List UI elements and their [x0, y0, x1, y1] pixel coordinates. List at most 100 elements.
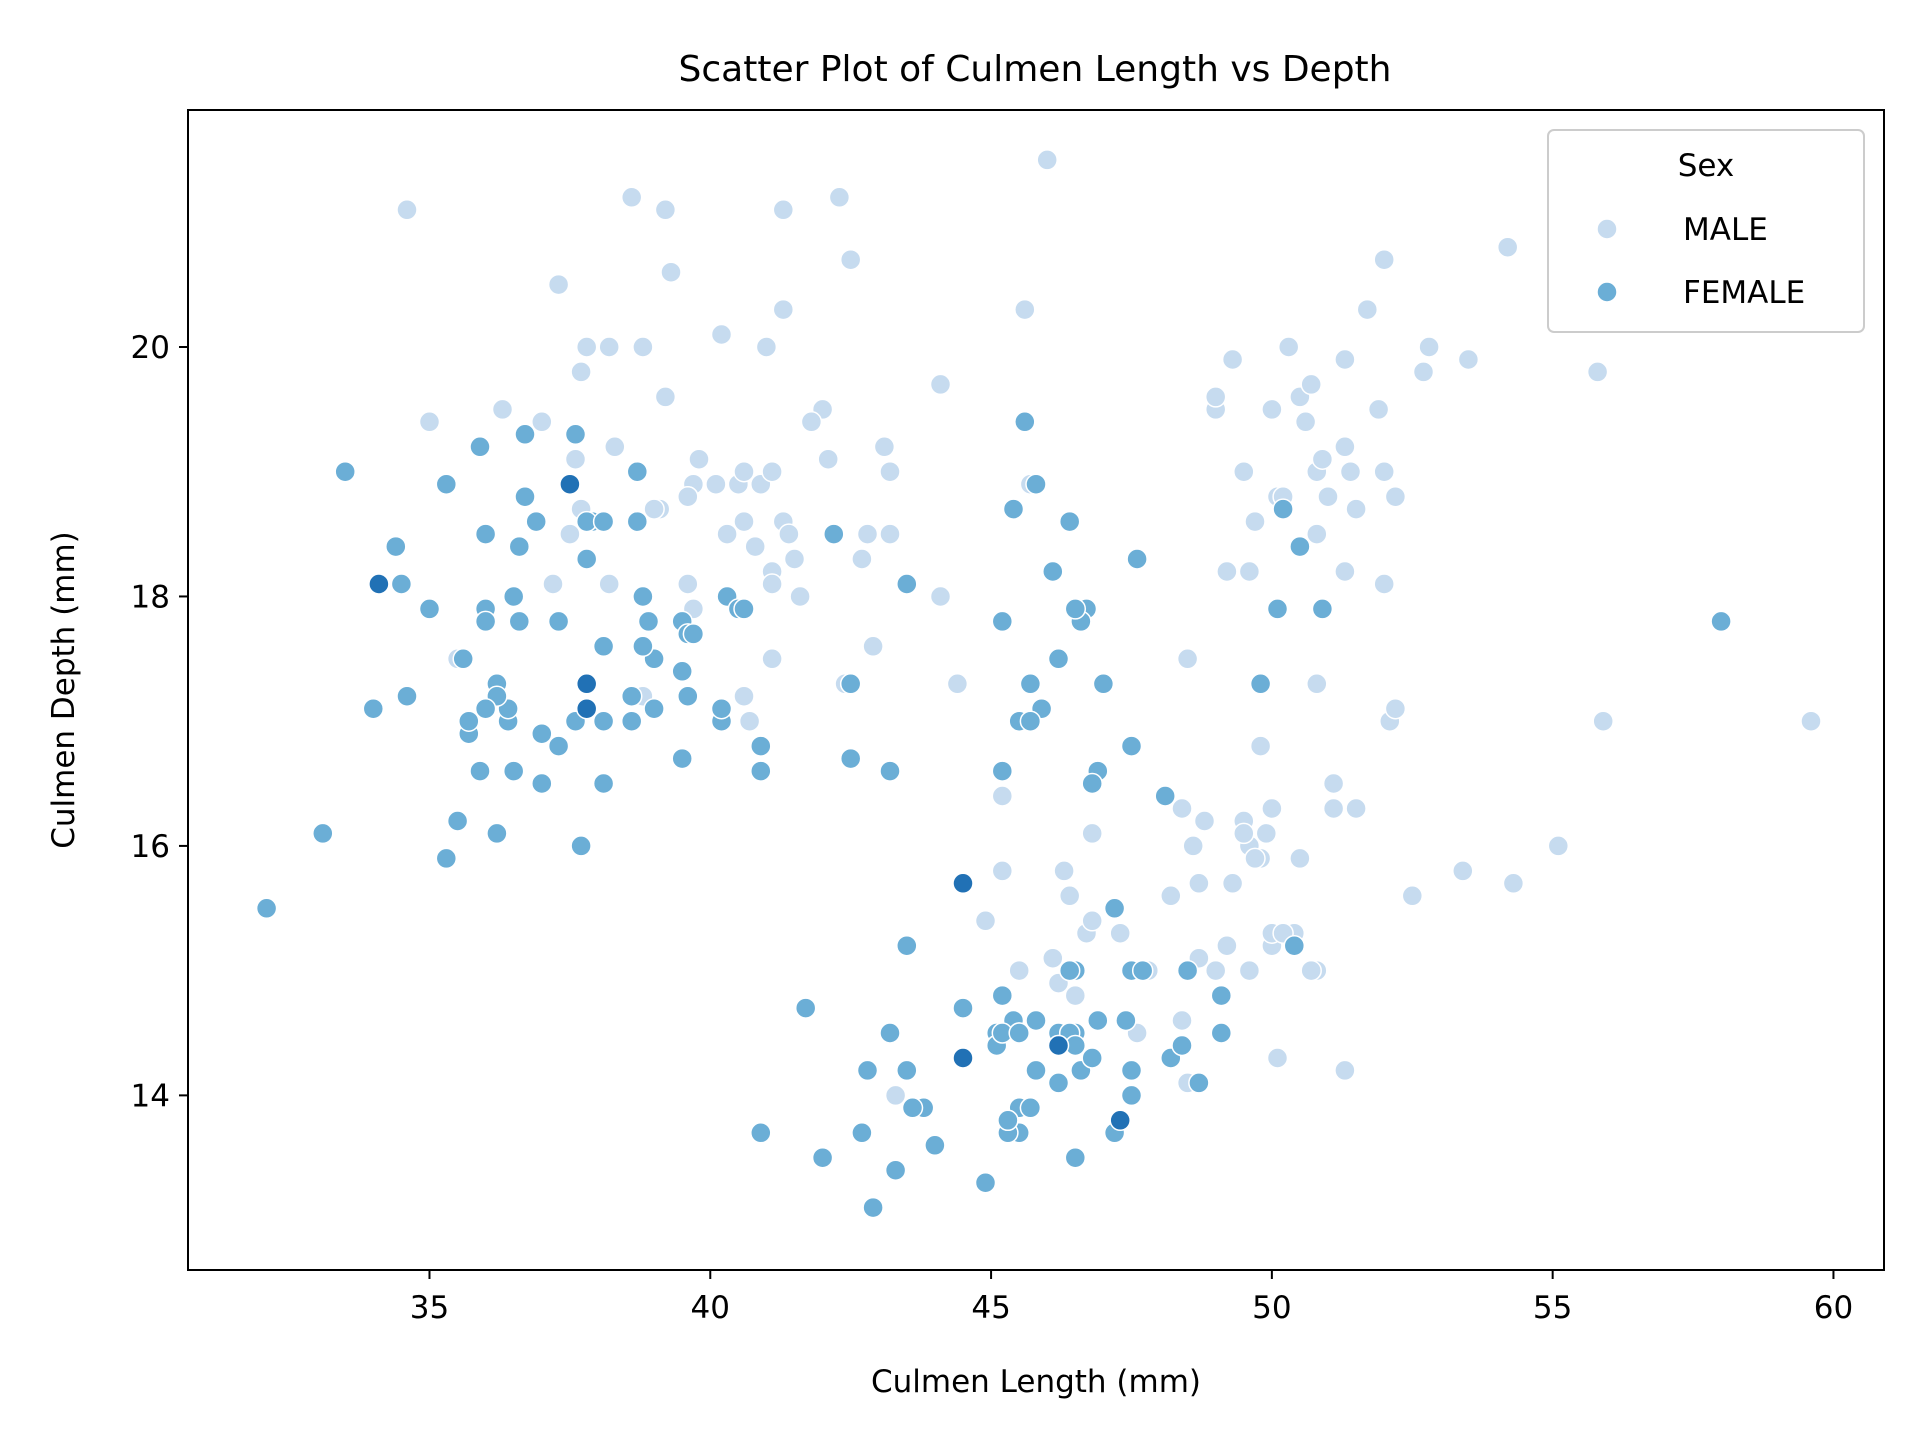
data-point: [632, 336, 654, 358]
data-point: [514, 485, 536, 508]
data-point: [1064, 598, 1087, 620]
data-point: [1002, 498, 1025, 520]
data-point: [1334, 348, 1356, 371]
data-point: [1367, 398, 1390, 421]
data-point: [1800, 710, 1822, 732]
data-point: [1373, 573, 1395, 595]
data-point: [1216, 560, 1238, 583]
x-axis: 35 40 45 50 55 60: [410, 1270, 1853, 1326]
data-point: [1008, 959, 1030, 982]
data-point: [396, 199, 418, 221]
data-point: [632, 635, 654, 658]
data-point: [1047, 648, 1070, 670]
data-point: [418, 598, 441, 620]
data-point: [559, 523, 581, 545]
data-point: [778, 523, 800, 545]
data-point: [772, 199, 795, 221]
data-point: [946, 673, 969, 695]
data-point: [1452, 860, 1474, 882]
data-point: [1238, 560, 1261, 583]
data-point: [738, 710, 761, 732]
data-point: [1221, 872, 1244, 895]
data-point: [1019, 673, 1042, 695]
data-point: [817, 448, 839, 470]
data-point: [592, 510, 615, 533]
data-point: [1266, 598, 1289, 620]
data-point: [1249, 673, 1272, 695]
data-point: [705, 473, 727, 495]
data-point: [1334, 560, 1356, 583]
data-point: [1412, 361, 1435, 383]
data-point: [1311, 448, 1334, 470]
y-axis: 14 16 18 20: [131, 330, 188, 1114]
data-point: [1176, 648, 1199, 670]
data-point: [1053, 860, 1075, 882]
data-point: [469, 436, 491, 458]
data-point: [974, 910, 997, 932]
data-point: [1109, 1109, 1131, 1132]
data-point: [1092, 673, 1115, 695]
data-point: [1221, 348, 1244, 371]
data-point: [952, 1047, 974, 1069]
data-point: [794, 997, 817, 1019]
y-tick-label: 18: [131, 579, 170, 615]
data-point: [502, 760, 525, 782]
data-point: [1042, 947, 1064, 969]
data-point: [1025, 473, 1047, 495]
data-point: [1373, 460, 1395, 483]
data-point: [570, 361, 592, 383]
data-point: [531, 722, 553, 745]
data-point: [547, 735, 570, 757]
data-point: [1710, 610, 1732, 633]
data-point: [1081, 822, 1103, 845]
data-point: [1418, 336, 1440, 358]
data-point: [783, 548, 806, 570]
data-point: [1087, 1009, 1109, 1032]
data-point: [682, 623, 705, 645]
data-point: [1502, 872, 1525, 895]
data-point: [828, 186, 851, 209]
data-point: [1131, 959, 1154, 982]
data-point: [710, 697, 733, 720]
data-point: [458, 710, 480, 732]
data-point: [1193, 810, 1216, 832]
data-point: [862, 635, 884, 658]
plot-area-frame: [187, 109, 1885, 1271]
data-point: [991, 860, 1014, 882]
data-point: [1261, 398, 1283, 421]
data-point: [1334, 1059, 1356, 1082]
data-point: [474, 697, 497, 720]
data-point: [1188, 1072, 1210, 1094]
legend-label-male: MALE: [1683, 212, 1768, 248]
data-point: [1233, 822, 1255, 845]
data-point: [547, 273, 570, 296]
data-point: [435, 473, 458, 495]
data-point: [1210, 1022, 1233, 1044]
data-point: [1042, 560, 1064, 583]
legend-title: Sex: [1678, 148, 1735, 184]
data-point: [362, 697, 385, 720]
y-tick-label: 16: [131, 829, 170, 865]
y-tick-label: 20: [131, 330, 170, 366]
data-point: [502, 585, 525, 608]
data-point: [1058, 959, 1081, 982]
data-point: [1300, 959, 1322, 982]
x-tick-label: 45: [971, 1290, 1010, 1326]
data-point: [1210, 984, 1233, 1007]
data-point: [991, 785, 1014, 807]
data-point: [677, 573, 699, 595]
data-point: [924, 1134, 946, 1157]
data-point: [1182, 835, 1204, 857]
data-point: [592, 710, 615, 732]
x-tick-label: 40: [691, 1290, 730, 1326]
data-point: [660, 261, 682, 283]
data-point: [1160, 885, 1182, 907]
data-point: [1014, 298, 1036, 321]
data-point: [1356, 298, 1379, 321]
data-point: [851, 1122, 873, 1144]
data-point: [789, 585, 811, 608]
data-point: [1014, 411, 1036, 433]
data-point: [491, 398, 514, 421]
data-point: [643, 697, 665, 720]
